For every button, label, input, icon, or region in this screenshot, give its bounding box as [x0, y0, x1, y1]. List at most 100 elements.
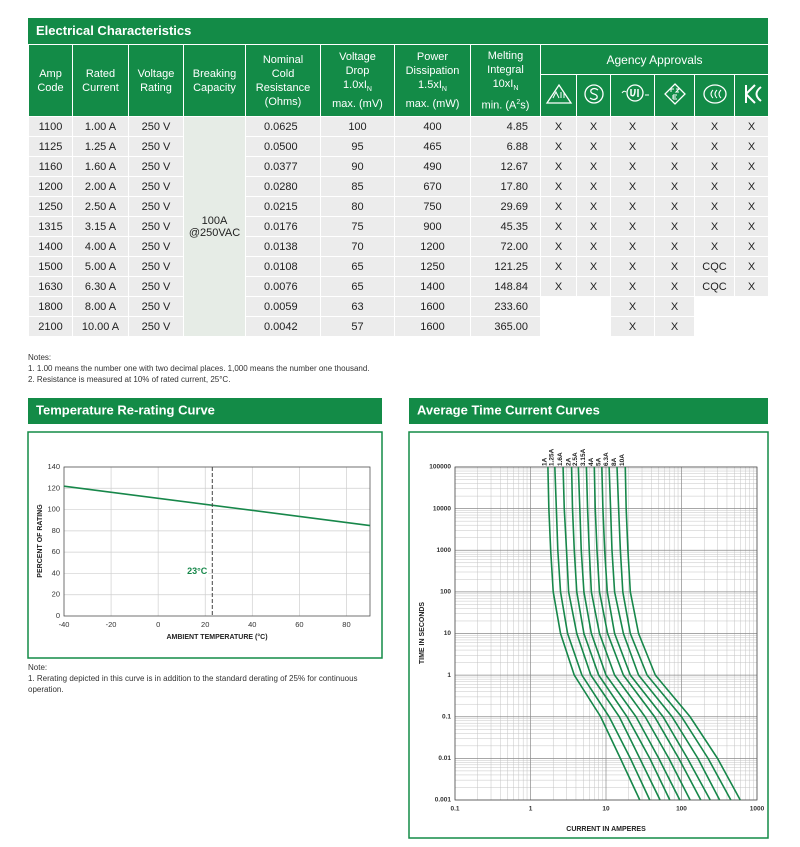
- table-cell: 63: [320, 296, 395, 317]
- table-cell: 10.00 A: [72, 316, 129, 337]
- table-cell: 1200: [28, 176, 73, 197]
- series-label: 8A: [611, 457, 618, 466]
- table-cell: X: [733, 276, 770, 297]
- note-title: Note:: [28, 663, 48, 672]
- header-line: Integral: [487, 63, 524, 76]
- table-cell: 250 V: [128, 196, 184, 217]
- column-header: Amp Code: [28, 44, 73, 117]
- series-label: 1.6A: [557, 452, 564, 466]
- table-cell: 1250: [28, 196, 73, 217]
- table-cell: X: [610, 196, 655, 217]
- y-tick-label: 10000: [433, 505, 451, 512]
- header-line: (Ohms): [264, 95, 302, 108]
- table-cell: X: [694, 136, 735, 157]
- header-line: 10xIN: [471, 77, 540, 96]
- agency-header: Agency Approvals: [539, 44, 770, 75]
- table-cell: 5.00 A: [72, 256, 129, 277]
- table-row: 1200 2.00 A 250 V 0.0280 85 670 17.80 X X X X X X: [28, 176, 770, 197]
- header-text: s): [520, 99, 530, 112]
- table-cell: 490: [394, 156, 471, 177]
- notes: Notes: 1. 1.00 means the number one with …: [28, 352, 768, 385]
- series-label: 3.15A: [580, 448, 587, 466]
- x-tick-label: 0.1: [450, 806, 459, 813]
- table-cell: 250 V: [128, 316, 184, 337]
- y-tick-label: 140: [47, 462, 60, 471]
- column-header: Voltage Rating: [128, 44, 184, 117]
- table-cell: X: [576, 216, 611, 237]
- table-cell: X: [694, 236, 735, 257]
- column-header: Rated Current: [72, 44, 129, 117]
- agency-logo: [621, 83, 649, 102]
- x-tick-label: 20: [201, 620, 209, 629]
- table-cell: 250 V: [128, 116, 184, 137]
- table-cell: 121.25: [470, 256, 541, 277]
- breaking-line: @250VAC: [188, 226, 241, 239]
- table-cell: X: [540, 116, 577, 137]
- header-line: max. (mV): [332, 98, 383, 111]
- header-line: Breaking: [192, 67, 237, 80]
- table-cell: X: [733, 136, 770, 157]
- header-line: min. (A2s): [471, 96, 540, 113]
- table-cell: X: [540, 236, 577, 257]
- table-cell: 1400: [394, 276, 471, 297]
- x-tick-label: 1000: [750, 806, 765, 813]
- curve: [562, 466, 661, 801]
- header-line: Current: [82, 81, 119, 94]
- curve: [624, 466, 741, 801]
- y-tick-label: 0.001: [435, 797, 452, 804]
- table-cell: 90: [320, 156, 395, 177]
- header-line: Resistance: [255, 81, 311, 94]
- table-row: 1630 6.30 A 250 V 0.0076 65 1400 148.84 X X X X CQC…: [28, 276, 770, 297]
- table-cell: X: [733, 256, 770, 277]
- series-label: 1A: [542, 457, 549, 466]
- agency-icon: [610, 74, 655, 117]
- table-cell: 3.15 A: [72, 216, 129, 237]
- chart-notes: Note: 1. Rerating depicted in this curve …: [28, 662, 358, 695]
- series-label: 5A: [596, 457, 603, 466]
- table-cell: 0.0108: [245, 256, 321, 277]
- table-cell: X: [540, 156, 577, 177]
- table-cell: X: [654, 136, 695, 157]
- table-cell: X: [610, 176, 655, 197]
- table-cell: 250 V: [128, 296, 184, 317]
- y-tick-label: 1000: [437, 547, 452, 554]
- table-row: 1125 1.25 A 250 V 0.0500 95 465 6.88 X X X X X X: [28, 136, 770, 157]
- table-cell: X: [576, 236, 611, 257]
- table-cell: 250 V: [128, 136, 184, 157]
- table-cell: 65: [320, 276, 395, 297]
- table-cell: X: [610, 236, 655, 257]
- header-row: Amp Code Rated Current Voltage Rating Breaking…: [28, 44, 770, 117]
- table-title: Electrical Characteristics: [28, 18, 768, 44]
- x-tick-label: -20: [106, 620, 117, 629]
- table-cell: [540, 296, 577, 317]
- agency-icon: [654, 74, 695, 117]
- x-axis-label: CURRENT IN AMPERES: [566, 826, 646, 833]
- table-cell: 8.00 A: [72, 296, 129, 317]
- y-tick-label: 60: [52, 547, 60, 556]
- table-cell: 1600: [394, 316, 471, 337]
- header-text: min. (A: [481, 99, 517, 112]
- table-cell: 57: [320, 316, 395, 337]
- table-cell: X: [610, 256, 655, 277]
- table-cell: 148.84: [470, 276, 541, 297]
- table-cell: X: [576, 176, 611, 197]
- table-cell: 1600: [394, 296, 471, 317]
- header-line: 1.5xIN: [395, 78, 470, 97]
- table-cell: 1100: [28, 116, 73, 137]
- table-cell: 72.00: [470, 236, 541, 257]
- y-axis-label: TIME IN SECONDS: [419, 602, 426, 665]
- table-cell: 0.0625: [245, 116, 321, 137]
- header-sub: N: [513, 84, 519, 92]
- curve: [577, 466, 681, 801]
- table-cell: 1.25 A: [72, 136, 129, 157]
- table-cell: CQC: [694, 276, 735, 297]
- table-cell: 0.0215: [245, 196, 321, 217]
- agency-logo: [545, 83, 572, 104]
- table-row: 1800 8.00 A 250 V 0.0059 63 1600 233.60 X X: [28, 296, 770, 317]
- table-cell: X: [733, 156, 770, 177]
- table-row: 2100 10.00 A 250 V 0.0042 57 1600 365.00 X X: [28, 316, 770, 337]
- table-cell: 2.00 A: [72, 176, 129, 197]
- table-cell: X: [540, 136, 577, 157]
- curve: [593, 466, 702, 801]
- table-cell: X: [733, 176, 770, 197]
